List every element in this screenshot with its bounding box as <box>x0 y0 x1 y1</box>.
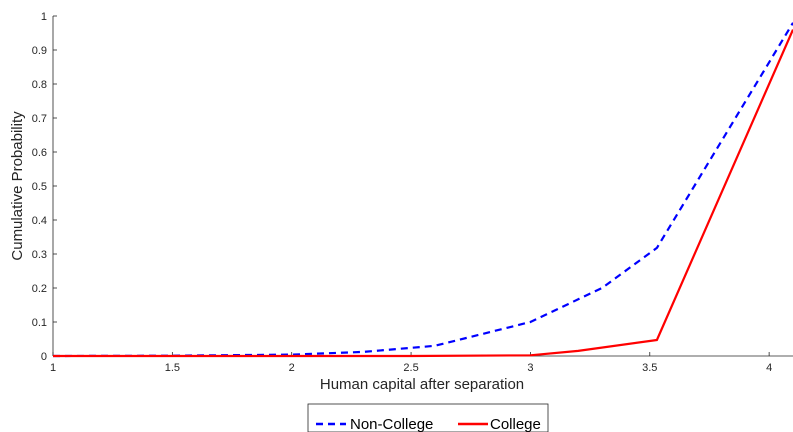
y-tick-label: 0.5 <box>32 181 47 193</box>
y-tick-label: 0.7 <box>32 113 47 125</box>
x-tick-label: 2.5 <box>403 362 418 374</box>
y-tick-label: 1 <box>41 11 47 23</box>
series-lines <box>52 22 793 358</box>
series-line-non-college <box>52 22 793 358</box>
y-axis-label: Cumulative Probability <box>9 111 26 261</box>
series-line-college <box>53 29 793 358</box>
y-tick-label: 0.8 <box>32 79 47 91</box>
legend-box <box>307 403 549 432</box>
x-tick-label: 4 <box>766 362 772 374</box>
x-tick-label: 1 <box>50 362 56 374</box>
y-tick-label: 0.6 <box>32 147 47 159</box>
y-tick-label: 0.1 <box>32 317 47 329</box>
legend-label-non-college: Non-College <box>350 416 433 432</box>
y-tick-label: 0.9 <box>32 45 47 57</box>
x-tick-label: 3 <box>527 362 533 374</box>
x-tick-label: 1.5 <box>165 362 180 374</box>
axes <box>52 16 793 357</box>
x-axis-label: Human capital after separation <box>320 376 524 393</box>
y-tick-label: 0 <box>41 351 47 363</box>
y-tick-label: 0.4 <box>32 215 47 227</box>
ticks: 1 1.5 2 2.5 3 3.5 4 0 0.1 0.2 0.3 0.4 0.5 0.6 0.7 0.8 0.… <box>32 11 772 374</box>
y-tick-label: 0.3 <box>32 249 47 261</box>
legend: Non-College College <box>307 403 549 432</box>
y-tick-label: 0.2 <box>32 283 47 295</box>
x-tick-label: 3.5 <box>642 362 657 374</box>
legend-label-college: College <box>490 416 541 432</box>
x-tick-label: 2 <box>289 362 295 374</box>
